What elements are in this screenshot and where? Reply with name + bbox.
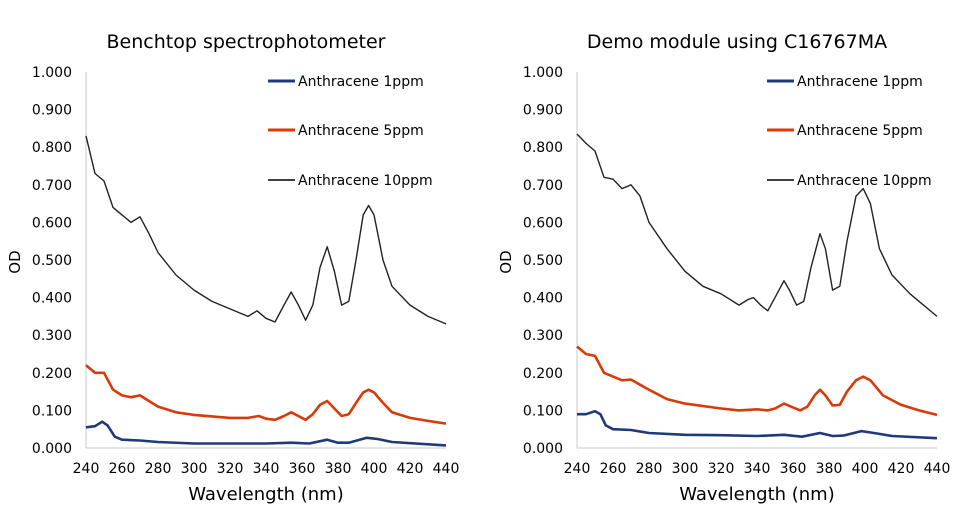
series-line-anthracene-5ppm [576,345,938,417]
x-tick-label: 420 [397,461,424,477]
legend-label: Anthracene 10ppm [797,173,932,189]
x-tick-label: 340 [253,461,280,477]
y-tick-label: 0.200 [523,366,563,382]
y-tick-label: 0.300 [32,328,72,344]
x-axis-label: Wavelength (nm) [188,484,344,505]
x-tick-label: 360 [780,461,807,477]
x-tick-label: 380 [816,461,843,477]
series-line-anthracene-10ppm [85,135,447,325]
y-axis-label: OD [497,250,515,273]
y-tick-label: 0.900 [32,103,72,119]
x-tick-label: 440 [433,461,460,477]
x-tick-label: 260 [109,461,136,477]
legend-label: Anthracene 5ppm [298,123,424,139]
y-tick-label: 0.600 [523,215,563,231]
chart-panel-1: Benchtop spectrophotometer 0.000 0.100 0.20… [6,31,459,505]
x-tick-label: 400 [361,461,388,477]
x-tick-label: 240 [73,461,100,477]
y-tick-label: 1.000 [523,65,563,81]
y-tick-label: 0.800 [523,140,563,156]
legend-label: Anthracene 10ppm [298,173,433,189]
x-tick-label: 420 [888,461,915,477]
legend-label: Anthracene 5ppm [797,123,923,139]
y-tick-label: 0.300 [523,328,563,344]
y-tick-label: 0.100 [32,403,72,419]
y-tick-label: 0.500 [32,253,72,269]
series-line-anthracene-1ppm [85,420,447,447]
y-tick-label: 0.800 [32,140,72,156]
y-tick-label: 0.500 [523,253,563,269]
x-tick-label: 440 [924,461,951,477]
x-axis-label: Wavelength (nm) [679,484,835,505]
series-line-anthracene-10ppm [576,133,938,317]
x-tick-label: 360 [289,461,316,477]
y-tick-label: 0.700 [32,178,72,194]
chart-panel-2: Demo module using C16767MA 0.000 0.100 0.20… [497,31,950,505]
x-tick-label: 280 [145,461,172,477]
x-tick-label: 300 [181,461,208,477]
chart-title: Benchtop spectrophotometer [107,31,386,53]
x-tick-label: 320 [217,461,244,477]
y-axis-label: OD [6,250,24,273]
y-tick-label: 0.100 [523,403,563,419]
y-tick-label: 0.400 [32,291,72,307]
y-tick-label: 0.700 [523,178,563,194]
x-tick-label: 380 [325,461,352,477]
x-tick-label: 320 [708,461,735,477]
x-tick-label: 260 [600,461,627,477]
legend-label: Anthracene 1ppm [298,74,424,90]
y-tick-label: 0.000 [32,441,72,457]
x-tick-label: 340 [744,461,771,477]
y-tick-label: 0.200 [32,366,72,382]
x-tick-label: 280 [636,461,663,477]
y-tick-label: 0.600 [32,215,72,231]
legend-label: Anthracene 1ppm [797,74,923,90]
chart-title: Demo module using C16767MA [587,31,887,53]
y-tick-label: 1.000 [32,65,72,81]
series-line-anthracene-5ppm [85,364,447,425]
y-tick-label: 0.000 [523,441,563,457]
x-tick-label: 300 [672,461,699,477]
x-tick-label: 240 [564,461,591,477]
x-tick-label: 400 [852,461,879,477]
y-tick-label: 0.400 [523,291,563,307]
y-tick-label: 0.900 [523,103,563,119]
series-line-anthracene-1ppm [577,409,938,440]
